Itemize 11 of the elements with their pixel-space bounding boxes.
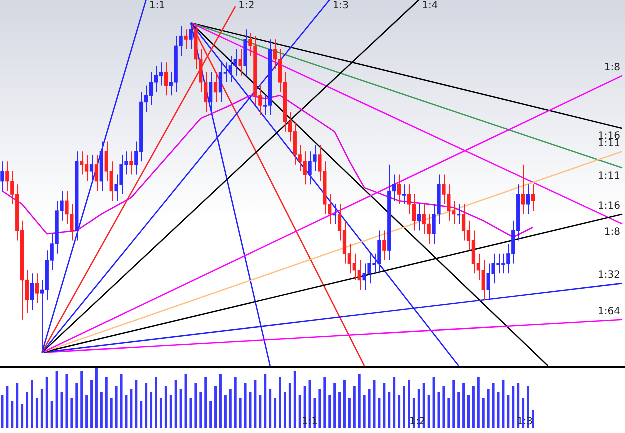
series-label: 1:64 bbox=[598, 306, 621, 318]
series-label: 1:8 bbox=[604, 62, 621, 74]
series-label: 1:11 bbox=[598, 170, 621, 182]
series-label: 1:4 bbox=[422, 0, 438, 12]
series-label: 1:3 bbox=[332, 0, 349, 12]
series-label: 1:1 bbox=[149, 0, 166, 12]
series-label: 1:32 bbox=[598, 270, 621, 282]
series-label: 1:8 bbox=[604, 226, 621, 238]
series-label: 1:2 bbox=[238, 0, 255, 12]
series-label: 1:16 bbox=[598, 200, 621, 212]
annotation: 1:1 bbox=[302, 416, 318, 428]
